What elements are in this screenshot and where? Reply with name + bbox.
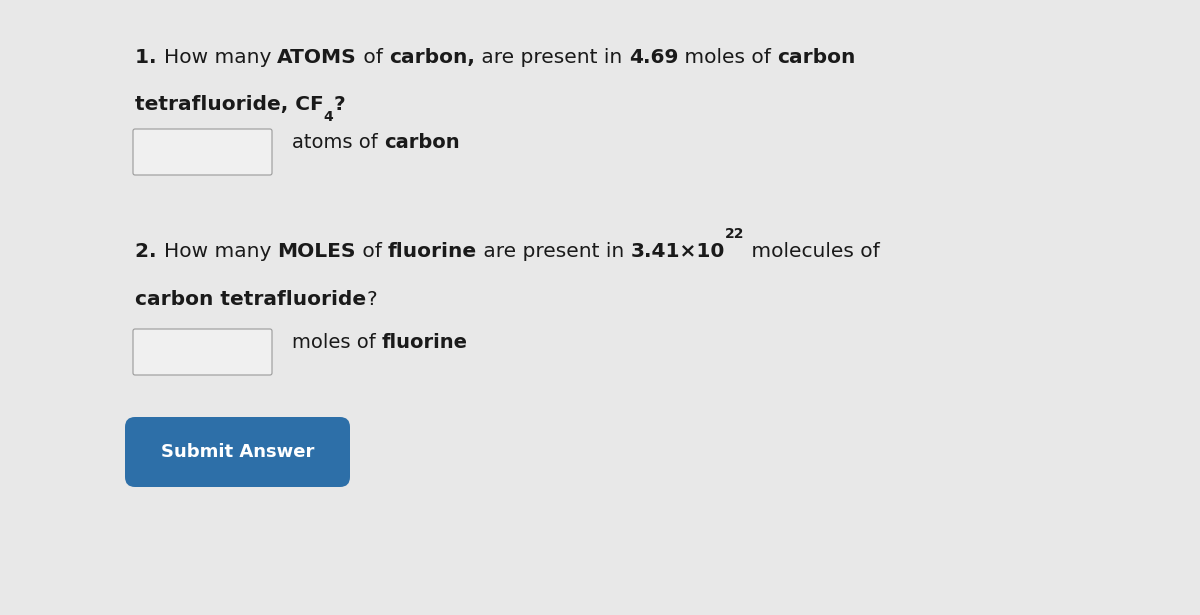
Text: How many: How many — [163, 242, 277, 261]
Text: atoms of: atoms of — [292, 133, 384, 152]
Text: 1.: 1. — [134, 48, 163, 67]
Text: Submit Answer: Submit Answer — [161, 443, 314, 461]
Text: 4: 4 — [324, 110, 334, 124]
Text: of: of — [355, 242, 388, 261]
Text: carbon: carbon — [778, 48, 856, 67]
Text: 22: 22 — [725, 227, 745, 241]
Text: fluorine: fluorine — [382, 333, 468, 352]
Text: of: of — [358, 48, 389, 67]
Text: carbon: carbon — [384, 133, 460, 152]
Text: ?: ? — [366, 290, 377, 309]
FancyBboxPatch shape — [125, 417, 350, 487]
Text: are present in: are present in — [478, 242, 631, 261]
Text: ATOMS: ATOMS — [277, 48, 358, 67]
Text: moles of: moles of — [292, 333, 382, 352]
FancyBboxPatch shape — [133, 329, 272, 375]
Text: are present in: are present in — [475, 48, 629, 67]
Text: molecules of: molecules of — [745, 242, 880, 261]
Text: MOLES: MOLES — [277, 242, 355, 261]
Text: 3.41×10: 3.41×10 — [631, 242, 725, 261]
Text: carbon,: carbon, — [389, 48, 475, 67]
Text: tetrafluoride, CF: tetrafluoride, CF — [134, 95, 324, 114]
Text: fluorine: fluorine — [388, 242, 478, 261]
FancyBboxPatch shape — [133, 129, 272, 175]
Text: 4.69: 4.69 — [629, 48, 678, 67]
Text: 2.: 2. — [134, 242, 163, 261]
Text: How many: How many — [163, 48, 277, 67]
Text: moles of: moles of — [678, 48, 778, 67]
Text: carbon tetrafluoride: carbon tetrafluoride — [134, 290, 366, 309]
Text: ?: ? — [334, 95, 346, 114]
